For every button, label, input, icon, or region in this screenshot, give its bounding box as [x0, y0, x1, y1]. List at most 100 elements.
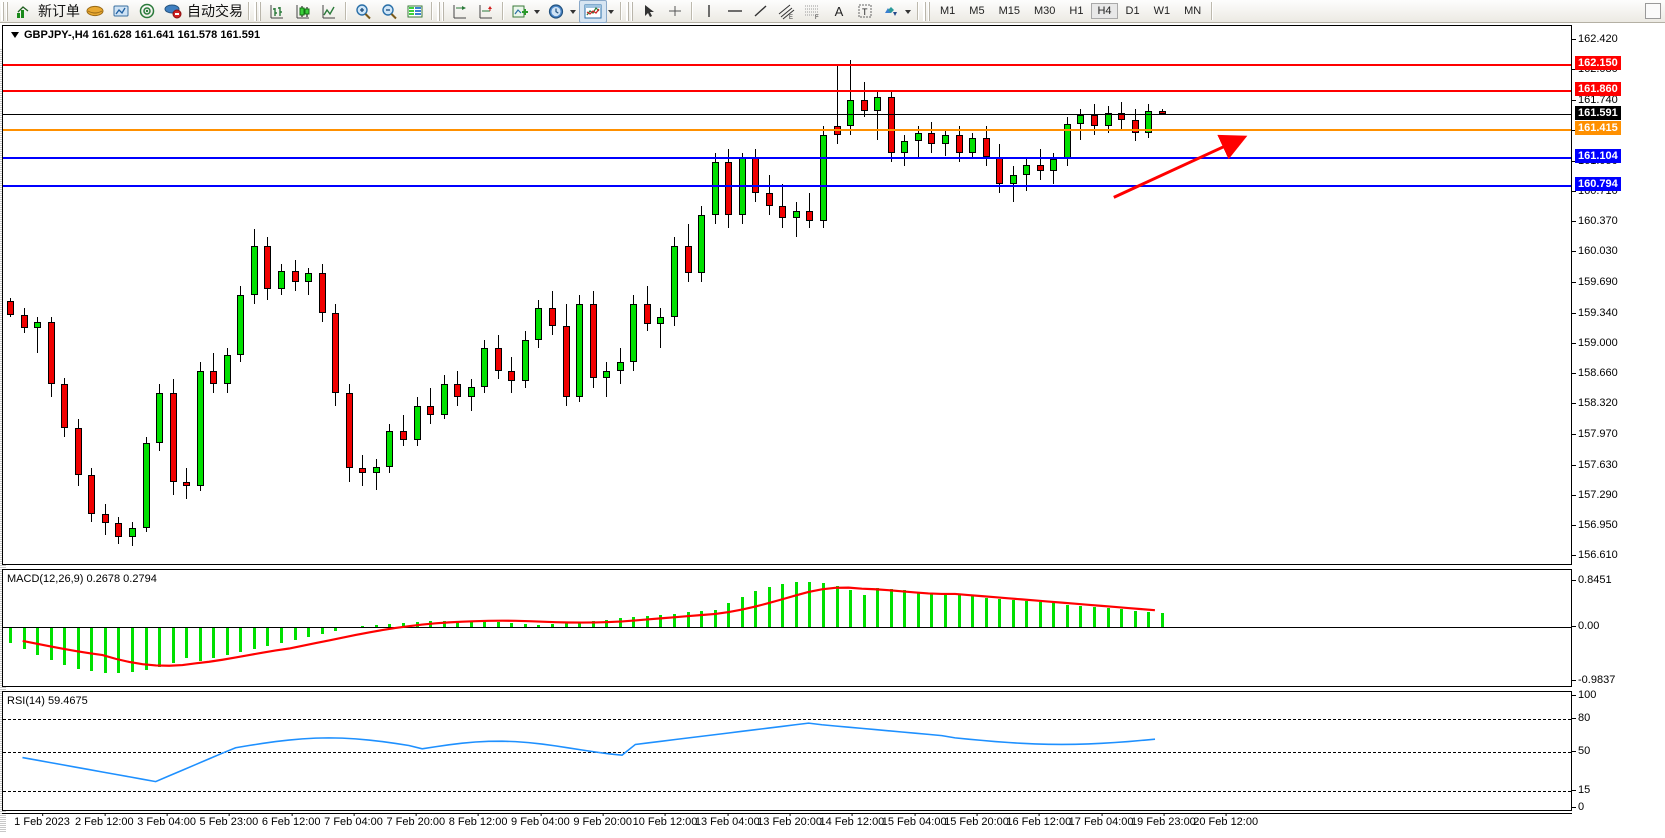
vline-icon[interactable] — [696, 1, 722, 22]
timeframe-mn[interactable]: MN — [1184, 5, 1202, 17]
templates-icon[interactable] — [579, 0, 607, 23]
candle-body — [7, 301, 14, 315]
toolbar-overflow-button[interactable] — [1645, 3, 1661, 19]
candle-body — [616, 361, 624, 371]
period-dropdown-caret[interactable] — [570, 10, 576, 14]
level-line-resistance-2[interactable] — [3, 64, 1571, 67]
timeframe-m30[interactable]: M30 — [1033, 5, 1056, 17]
hline-icon[interactable] — [722, 1, 748, 22]
rsi-label: RSI(14) 59.4675 — [7, 695, 88, 707]
chart-collapse-icon[interactable] — [11, 32, 19, 38]
trendline-icon[interactable] — [748, 1, 774, 22]
candle-body — [494, 348, 502, 371]
candlestick-chart-icon[interactable] — [290, 1, 316, 22]
price-tick: 159.000 — [1572, 336, 1618, 349]
macd-histogram-bar — [767, 586, 771, 628]
price-level-label[interactable]: 162.150 — [1575, 56, 1621, 71]
macd-histogram-bar — [822, 582, 825, 628]
toolbar-separator — [248, 2, 250, 20]
timeframe-h1[interactable]: H1 — [1069, 5, 1084, 17]
toolbar-separator-5 — [620, 2, 622, 20]
indicators-icon[interactable] — [507, 1, 533, 22]
shapes-dropdown-caret[interactable] — [905, 10, 911, 14]
macd-histogram-bar — [171, 627, 175, 664]
zoom-in-icon[interactable] — [350, 1, 376, 22]
candle-body — [589, 303, 597, 378]
candle-body — [210, 370, 218, 384]
price-level-label[interactable]: 161.415 — [1575, 121, 1621, 136]
new-order-icon[interactable] — [11, 1, 37, 22]
timeframe-d1[interactable]: D1 — [1125, 5, 1140, 17]
cloud-icon[interactable] — [82, 1, 108, 22]
level-line-support-1[interactable] — [3, 157, 1571, 160]
timeframe-m15[interactable]: M15 — [998, 5, 1020, 17]
timeframe-w1[interactable]: W1 — [1153, 5, 1171, 17]
candle-wick — [37, 317, 39, 353]
level-line-current-price[interactable] — [3, 113, 1571, 115]
candle-body — [156, 392, 164, 444]
signal-icon[interactable] — [108, 1, 134, 22]
candle-body — [549, 308, 556, 327]
toolbar-grip-5[interactable] — [923, 1, 931, 21]
price-level-label[interactable]: 161.104 — [1575, 149, 1621, 164]
auto-scroll-icon[interactable] — [473, 1, 499, 22]
autotrading-status-icon[interactable] — [160, 1, 186, 22]
autotrading-icon[interactable] — [134, 1, 160, 22]
candle-body — [440, 383, 448, 415]
price-level-label[interactable]: 160.794 — [1575, 176, 1621, 191]
toolbar-grip-4[interactable] — [626, 1, 634, 21]
toolbar-grip[interactable] — [1, 1, 9, 21]
macd-histogram-bar — [320, 627, 324, 634]
candle-wick — [1039, 148, 1041, 180]
shapes-icon[interactable] — [878, 1, 904, 22]
price-level-label[interactable]: 161.591 — [1575, 105, 1621, 120]
zoom-out-icon[interactable] — [376, 1, 402, 22]
macd-histogram-bar — [862, 594, 866, 628]
candle-body — [142, 443, 150, 528]
equidistant-channel-icon[interactable]: E — [774, 1, 800, 22]
period-icon[interactable] — [543, 1, 569, 22]
data-window-icon[interactable] — [402, 1, 428, 22]
line-chart-icon[interactable] — [316, 1, 342, 22]
macd-histogram-bar — [280, 627, 283, 643]
bar-chart-icon[interactable] — [264, 1, 290, 22]
toolbar-grip-3[interactable] — [437, 1, 445, 21]
new-order-label[interactable]: 新订单 — [38, 3, 80, 19]
level-line-entry[interactable] — [3, 129, 1571, 132]
chart-shift-icon[interactable] — [447, 1, 473, 22]
candle-body — [901, 141, 909, 153]
fibonacci-icon[interactable]: F — [800, 1, 826, 22]
chart-area[interactable]: GBPJPY-,H4 161.628 161.641 161.578 161.5… — [0, 23, 1665, 838]
time-tick: 15 Feb 04:00 — [881, 813, 947, 828]
toolbar-grip-2[interactable] — [254, 1, 262, 21]
macd-histogram-bar — [198, 627, 202, 661]
price-tick: 158.320 — [1572, 397, 1618, 410]
rsi-tick: 50 — [1571, 745, 1591, 757]
crosshair-icon[interactable] — [662, 1, 688, 22]
candle-body — [128, 527, 136, 537]
price-plot — [3, 26, 1571, 564]
level-line-resistance-1[interactable] — [3, 89, 1571, 92]
timeframe-m5[interactable]: M5 — [969, 5, 985, 17]
candle-body — [887, 97, 895, 153]
price-pane[interactable]: GBPJPY-,H4 161.628 161.641 161.578 161.5… — [2, 25, 1572, 565]
indicators-dropdown-caret[interactable] — [534, 10, 540, 14]
macd-histogram-bar — [103, 627, 107, 673]
templates-dropdown-caret[interactable] — [608, 10, 614, 14]
time-axis[interactable]: 1 Feb 2023 2 Feb 12:00 3 Feb 04:00 5 Feb 23… — [2, 813, 1572, 836]
cursor-icon[interactable] — [636, 1, 662, 22]
timeframe-m1[interactable]: M1 — [940, 5, 956, 17]
macd-histogram-bar — [645, 616, 649, 628]
price-axis[interactable]: 162.420162.080161.740161.400161.050160.7… — [1571, 25, 1665, 565]
timeframe-h4[interactable]: H4 — [1091, 3, 1118, 19]
toolbar-separator-3 — [431, 2, 433, 20]
candle-wick — [375, 459, 377, 491]
autotrading-label[interactable]: 自动交易 — [187, 3, 243, 19]
macd-pane[interactable]: MACD(12,26,9) 0.2678 0.2794 — [2, 569, 1572, 687]
price-level-label[interactable]: 161.860 — [1575, 81, 1621, 96]
svg-text:F: F — [815, 15, 819, 20]
level-line-support-2[interactable] — [3, 184, 1571, 187]
rsi-pane[interactable]: RSI(14) 59.4675 — [2, 691, 1572, 811]
label-icon[interactable]: T — [852, 1, 878, 22]
text-icon[interactable]: A — [834, 3, 844, 19]
